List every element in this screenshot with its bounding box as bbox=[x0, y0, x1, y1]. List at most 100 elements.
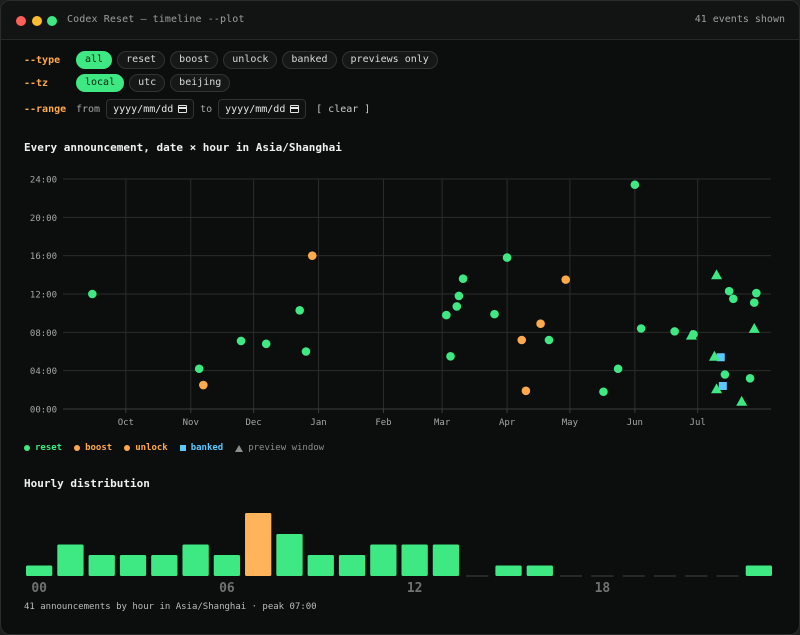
scatter-legend: reset boost unlock banked preview window bbox=[24, 443, 336, 453]
reset-point bbox=[236, 336, 246, 346]
reset-point bbox=[446, 351, 455, 361]
x-tick-label: Feb bbox=[375, 418, 391, 428]
reset-point bbox=[724, 286, 734, 296]
hist-bar bbox=[276, 534, 303, 576]
histogram-chart: 00 06 12 18 bbox=[26, 513, 772, 596]
to-date-placeholder: yyyy/mm/dd bbox=[225, 103, 286, 115]
x-tick-label: Mar bbox=[434, 418, 451, 428]
reset-point bbox=[613, 364, 623, 374]
minimize-window-button[interactable] bbox=[32, 16, 42, 26]
reset-point bbox=[544, 335, 554, 345]
reset-point bbox=[442, 310, 451, 320]
hist-bar bbox=[213, 555, 241, 576]
hist-bar bbox=[432, 544, 460, 576]
boost-point bbox=[521, 386, 531, 396]
legend-item-preview: preview window bbox=[235, 443, 324, 453]
type-flag: --type bbox=[24, 54, 61, 66]
banked-marker-icon bbox=[179, 445, 186, 451]
maximize-window-button[interactable] bbox=[47, 16, 57, 26]
from-date-input[interactable]: yyyy/mm/dd bbox=[106, 99, 195, 119]
reset-point bbox=[502, 253, 512, 262]
hist-bar bbox=[245, 513, 272, 576]
reset-point bbox=[490, 309, 499, 319]
x-tick-label: May bbox=[562, 418, 579, 428]
type-chip-banked[interactable]: banked bbox=[282, 51, 337, 69]
events-count: 41 events shown bbox=[694, 14, 785, 25]
y-tick-label: 16:00 bbox=[30, 252, 57, 262]
preview-point bbox=[748, 323, 760, 333]
hist-bar bbox=[57, 544, 84, 576]
preview-point bbox=[685, 329, 697, 340]
reset-point bbox=[636, 324, 646, 333]
hist-bar bbox=[526, 565, 553, 576]
tz-filter-row: --tz local utc beijing bbox=[24, 74, 235, 92]
preview-point bbox=[711, 383, 723, 394]
type-chip-unlock[interactable]: unlock bbox=[223, 51, 278, 69]
y-tick-label: 00:00 bbox=[30, 406, 57, 416]
from-date-placeholder: yyyy/mm/dd bbox=[113, 103, 174, 115]
hist-bar bbox=[151, 555, 178, 576]
hist-tick-label: 18 bbox=[595, 581, 611, 596]
tz-flag: --tz bbox=[24, 77, 49, 89]
reset-point bbox=[720, 370, 730, 379]
unlock-point bbox=[561, 275, 571, 284]
legend-item-boost: boost bbox=[74, 443, 112, 453]
reset-point bbox=[454, 291, 464, 301]
reset-point bbox=[194, 364, 204, 374]
y-tick-label: 12:00 bbox=[30, 291, 57, 301]
legend-item-reset: reset bbox=[24, 443, 62, 453]
histogram-footnote: 41 announcements by hour in Asia/Shangha… bbox=[24, 602, 317, 612]
from-label: from bbox=[76, 103, 101, 115]
hist-bar bbox=[88, 555, 115, 576]
type-chip-all[interactable]: all bbox=[76, 51, 113, 69]
boost-point bbox=[199, 380, 208, 390]
to-date-input[interactable]: yyyy/mm/dd bbox=[218, 99, 307, 119]
x-tick-label: Jun bbox=[627, 418, 643, 428]
unlock-marker-icon bbox=[124, 445, 131, 451]
legend-item-banked: banked bbox=[179, 443, 223, 453]
boost-point bbox=[536, 319, 545, 329]
tz-chip-local[interactable]: local bbox=[76, 74, 125, 92]
hist-bar bbox=[370, 544, 397, 576]
type-chip-boost[interactable]: boost bbox=[170, 51, 219, 69]
hist-bar bbox=[307, 555, 334, 576]
reset-point bbox=[452, 302, 462, 311]
reset-point bbox=[88, 289, 97, 299]
tz-chip-beijing[interactable]: beijing bbox=[170, 74, 231, 92]
range-filter-row: --range from yyyy/mm/dd to yyyy/mm/dd [ … bbox=[24, 99, 371, 119]
reset-point bbox=[630, 180, 640, 190]
reset-point bbox=[749, 298, 759, 307]
histogram-title: Hourly distribution bbox=[24, 477, 150, 490]
x-tick-label: Jan bbox=[310, 418, 326, 428]
reset-point bbox=[301, 347, 311, 356]
calendar-icon[interactable] bbox=[178, 105, 188, 113]
reset-point bbox=[728, 294, 738, 304]
x-tick-label: Jul bbox=[690, 418, 706, 428]
type-chip-reset[interactable]: reset bbox=[117, 51, 166, 69]
reset-marker-icon bbox=[24, 445, 30, 451]
window-title: Codex Reset — timeline --plot bbox=[67, 14, 245, 25]
reset-point bbox=[599, 387, 608, 397]
banked-point bbox=[716, 353, 725, 362]
preview-point bbox=[711, 269, 723, 280]
x-tick-label: Nov bbox=[183, 418, 199, 428]
preview-point bbox=[708, 350, 720, 361]
x-tick-label: Apr bbox=[499, 418, 516, 428]
close-window-button[interactable] bbox=[16, 16, 26, 26]
range-flag: --range bbox=[24, 103, 67, 115]
reset-point bbox=[458, 274, 468, 283]
banked-point bbox=[718, 382, 727, 390]
calendar-icon[interactable] bbox=[290, 105, 300, 113]
type-chip-previews-only[interactable]: previews only bbox=[341, 51, 438, 69]
hist-bar bbox=[495, 565, 522, 576]
clear-range-button[interactable]: [ clear ] bbox=[316, 103, 371, 115]
hist-bar bbox=[338, 555, 366, 576]
y-tick-label: 20:00 bbox=[30, 214, 57, 224]
tz-chip-utc[interactable]: utc bbox=[129, 74, 166, 92]
hist-bar bbox=[182, 544, 209, 576]
y-tick-label: 04:00 bbox=[30, 367, 57, 377]
reset-point bbox=[752, 288, 761, 298]
x-tick-label: Dec bbox=[245, 418, 261, 428]
reset-point bbox=[670, 327, 679, 336]
